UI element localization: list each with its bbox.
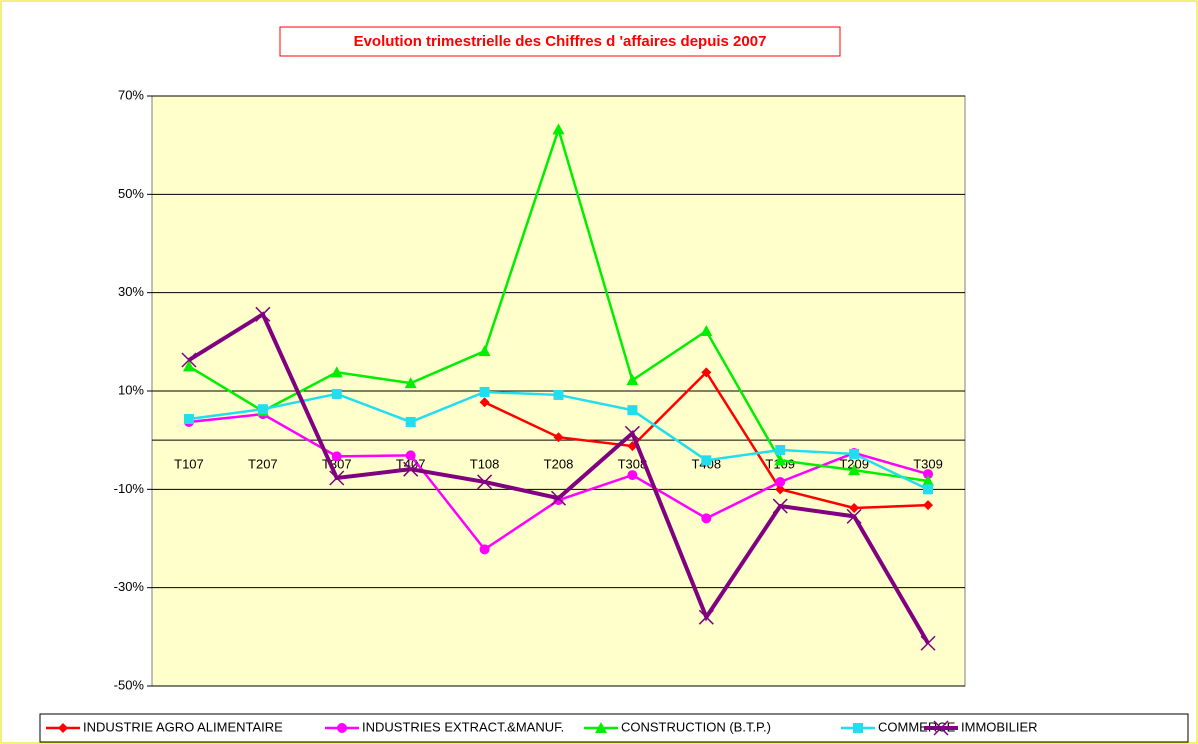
- marker: [627, 470, 638, 481]
- chart-title: Evolution trimestrielle des Chiffres d '…: [354, 33, 767, 50]
- marker: [477, 474, 493, 490]
- marker: [595, 722, 607, 733]
- marker: [701, 513, 712, 524]
- legend-label: CONSTRUCTION (B.T.P.): [621, 719, 771, 734]
- marker: [627, 405, 638, 416]
- x-tick-label: T208: [544, 457, 574, 472]
- marker: [552, 123, 565, 135]
- marker: [337, 723, 347, 733]
- marker: [923, 484, 934, 495]
- marker: [626, 374, 639, 386]
- y-tick-label: -30%: [114, 579, 145, 594]
- marker: [920, 635, 936, 651]
- marker: [701, 455, 712, 466]
- marker: [775, 445, 786, 455]
- marker: [479, 544, 490, 555]
- marker: [933, 720, 949, 736]
- series: [479, 367, 934, 514]
- series: [183, 386, 934, 495]
- marker: [479, 386, 490, 397]
- marker: [478, 345, 491, 357]
- marker: [700, 325, 713, 337]
- y-tick-label: 50%: [118, 186, 144, 201]
- marker: [403, 461, 419, 477]
- y-tick-label: -10%: [114, 481, 145, 496]
- marker: [553, 389, 564, 400]
- x-tick-label: T407: [396, 457, 426, 472]
- series: [181, 306, 936, 651]
- x-tick-label: T209: [839, 457, 869, 472]
- marker: [772, 498, 788, 514]
- marker: [181, 352, 197, 368]
- marker: [849, 503, 860, 514]
- marker: [922, 474, 935, 486]
- marker: [553, 432, 564, 443]
- marker: [701, 367, 712, 378]
- series: [182, 123, 935, 486]
- marker: [846, 508, 862, 524]
- marker: [329, 470, 345, 486]
- title-box: [279, 26, 841, 57]
- marker: [698, 609, 714, 625]
- x-tick-label: T308: [618, 457, 648, 472]
- x-tick-label: T107: [174, 457, 204, 472]
- marker: [848, 464, 861, 476]
- marker: [58, 723, 68, 733]
- marker: [775, 484, 786, 495]
- marker: [853, 723, 863, 733]
- x-tick-label: T207: [248, 457, 278, 472]
- marker: [923, 500, 934, 511]
- marker: [331, 388, 342, 399]
- marker: [331, 451, 342, 462]
- marker: [405, 416, 416, 427]
- legend-label: INDUSTRIE AGRO ALIMENTAIRE: [83, 719, 283, 734]
- marker: [404, 377, 417, 389]
- marker: [479, 397, 490, 408]
- legend-label: INDUSTRIES EXTRACT.&MANUF.: [362, 719, 564, 734]
- y-tick-label: 30%: [118, 284, 144, 299]
- marker: [183, 414, 194, 425]
- marker: [775, 476, 786, 487]
- marker: [182, 360, 195, 372]
- x-tick-label: T108: [470, 457, 500, 472]
- marker: [255, 306, 271, 322]
- marker: [405, 450, 416, 461]
- marker: [624, 425, 640, 441]
- y-tick-label: -50%: [114, 677, 145, 692]
- x-tick-label: T309: [913, 457, 943, 472]
- y-tick-label: 10%: [118, 382, 144, 397]
- y-tick-label: 70%: [118, 87, 144, 102]
- marker: [257, 404, 268, 415]
- marker: [774, 454, 787, 466]
- marker: [550, 490, 567, 506]
- marker: [849, 448, 860, 459]
- legend-label: IMMOBILIER: [961, 719, 1038, 734]
- marker: [923, 469, 934, 480]
- marker: [330, 366, 343, 378]
